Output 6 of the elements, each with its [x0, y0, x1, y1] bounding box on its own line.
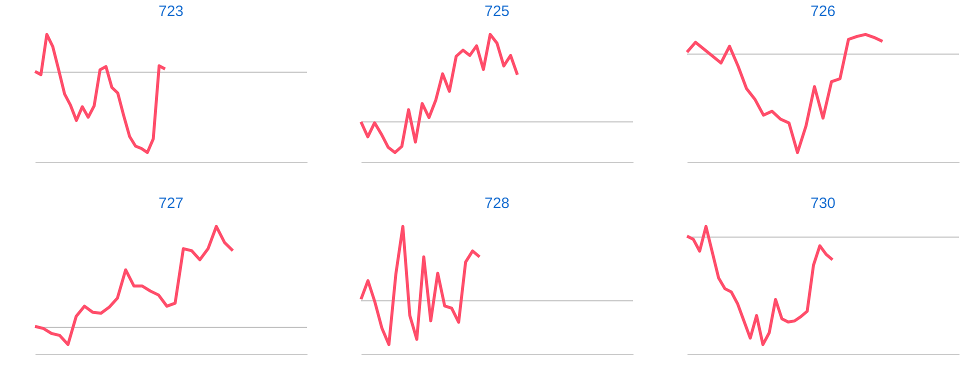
- chart-title: 726: [810, 3, 836, 20]
- chart-title: 725: [484, 3, 510, 20]
- chart-title: 728: [484, 195, 510, 212]
- chart-title: 723: [158, 3, 184, 20]
- chart-title: 730: [810, 195, 836, 212]
- chart-title: 727: [158, 195, 184, 212]
